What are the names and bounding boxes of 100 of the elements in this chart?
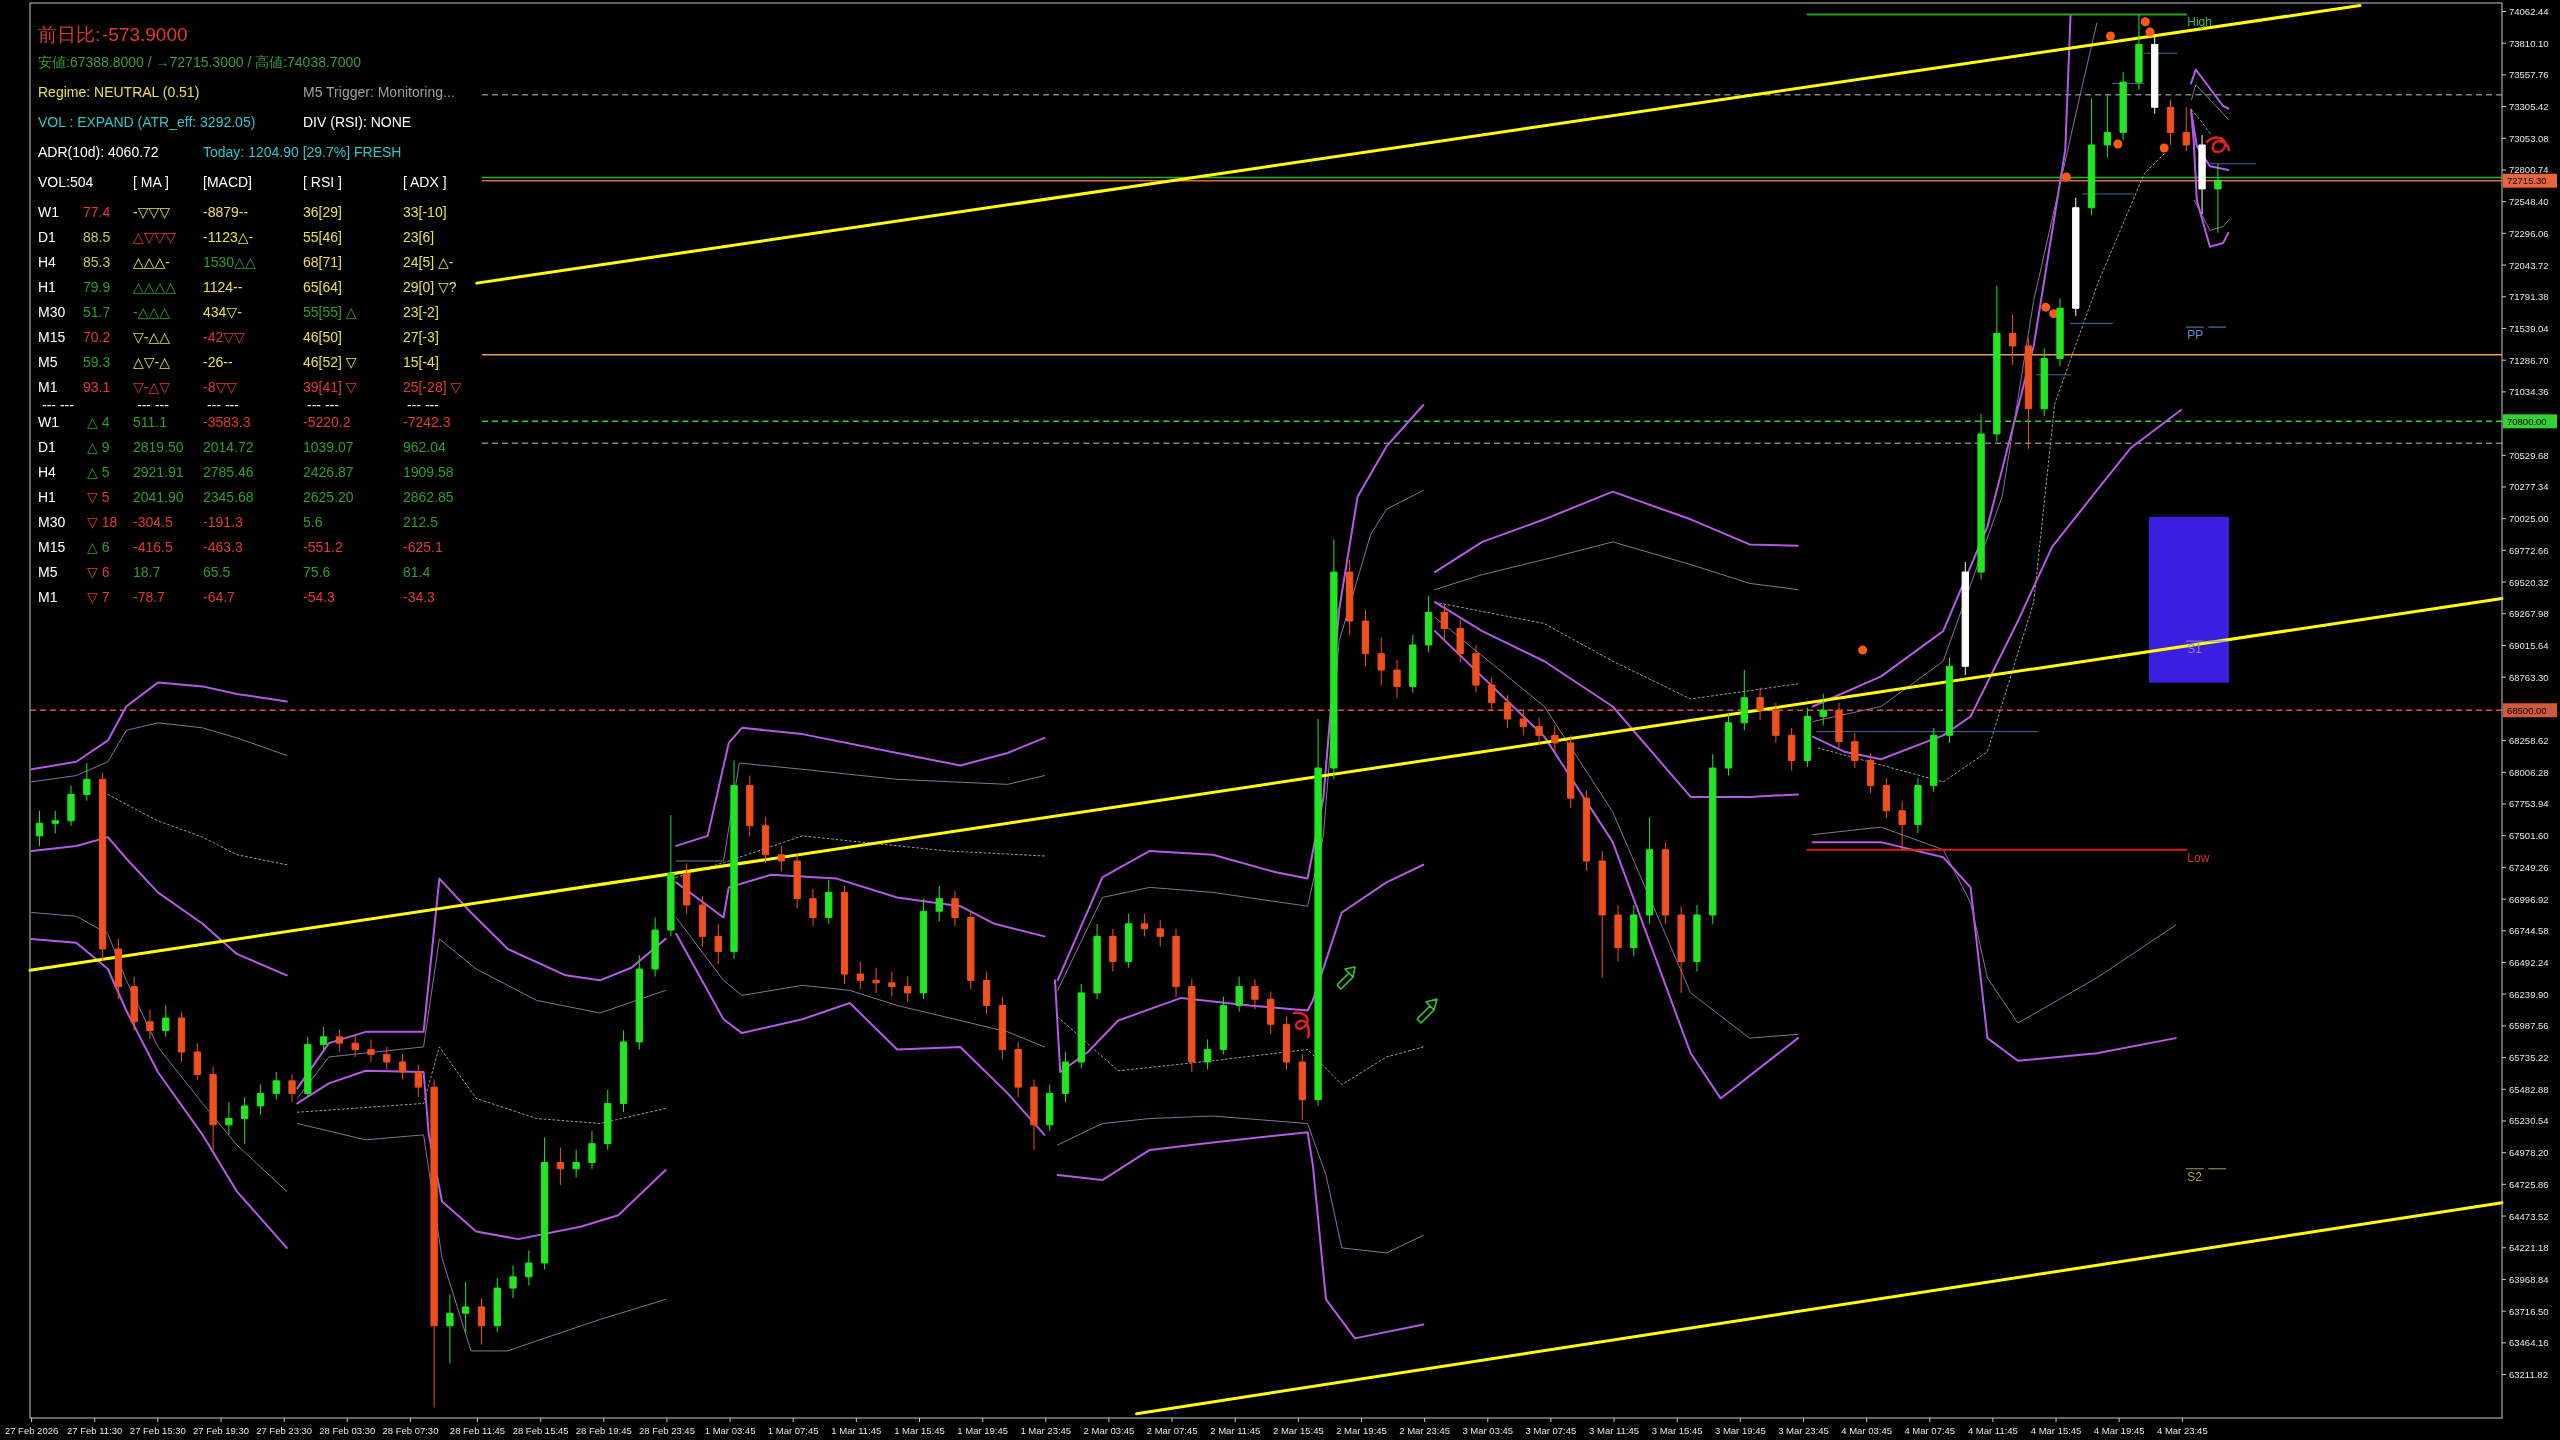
annotation: [ MA ] — [133, 174, 169, 190]
annotation: [MACD] — [203, 174, 252, 190]
y-tick-label: 66996.92 — [2509, 893, 2549, 905]
annotation: 2819.50 — [133, 439, 184, 455]
x-tick-label: 27 Feb 11:30 — [67, 1424, 123, 1436]
annotation: 75.6 — [303, 564, 331, 580]
annotation: 2345.68 — [203, 489, 254, 505]
annotation: △ 5 — [87, 464, 110, 480]
y-tick-label: 73557.76 — [2509, 69, 2549, 81]
annotation: 29[0] ▽? — [403, 279, 457, 295]
x-tick-label: 3 Mar 15:45 — [1651, 1424, 1703, 1436]
y-tick-label: 72548.40 — [2509, 196, 2549, 208]
annotation: 2014.72 — [203, 439, 254, 455]
x-tick-label: 2 Mar 11:45 — [1210, 1424, 1261, 1436]
y-tick-label: 65482.88 — [2509, 1083, 2549, 1095]
x-tick-label: 3 Mar 11:45 — [1589, 1424, 1640, 1436]
x-tick-label: 4 Mar 19:45 — [2093, 1424, 2145, 1436]
annotation: -△△△ — [133, 304, 171, 320]
x-tick-label: 4 Mar 23:45 — [2156, 1424, 2208, 1436]
annotation: VOL:504 — [38, 174, 94, 190]
annotation: --- --- — [407, 397, 440, 413]
x-tick-label: 2 Mar 15:45 — [1273, 1424, 1324, 1436]
y-tick-label: 73810.10 — [2509, 37, 2549, 49]
annotation: H4 — [38, 254, 57, 270]
y-tick-label: 69267.98 — [2509, 608, 2549, 620]
x-tick-label: 2 Mar 23:45 — [1399, 1424, 1450, 1436]
annotation: 15[-4] — [403, 354, 439, 370]
y-tick-label: 68258.62 — [2509, 735, 2549, 747]
annotation: -54.3 — [303, 589, 336, 605]
annotation: 23[6] — [403, 229, 435, 245]
y-tick-label: 63464.16 — [2509, 1337, 2549, 1349]
annotation: △▽-△ — [133, 354, 171, 370]
annotation: 1039.07 — [303, 439, 354, 455]
annotation: 27[-3] — [403, 329, 439, 345]
annotation: H1 — [38, 279, 57, 295]
annotation: -8▽▽ — [203, 379, 238, 395]
annotation: DIV (RSI): NONE — [303, 114, 412, 130]
annotation: 23[-2] — [403, 304, 439, 320]
annotation: -191.3 — [203, 514, 243, 530]
x-tick-label: 2 Mar 19:45 — [1336, 1424, 1387, 1436]
annotation: M1 — [38, 589, 58, 605]
x-tick-label: 28 Feb 19:45 — [575, 1424, 632, 1436]
annotation: △▽▽▽ — [133, 229, 177, 245]
y-tick-label: 67501.60 — [2509, 830, 2549, 842]
y-tick-label: 72043.72 — [2509, 259, 2549, 271]
annotation: --- --- — [307, 397, 340, 413]
annotation: High — [2187, 15, 2212, 30]
annotation: ADR(10d): 4060.72 — [38, 144, 159, 160]
annotation: 46[52] ▽ — [303, 354, 357, 370]
annotation: △ 9 — [87, 439, 110, 455]
annotation: Today: 1204.90 [29.7%] FRESH — [203, 144, 402, 160]
annotation: △ 6 — [87, 539, 110, 555]
annotation: M15 — [38, 539, 66, 555]
y-tick-label: 68763.30 — [2509, 671, 2549, 683]
ref-line-label: 70800.00 — [2507, 415, 2547, 427]
x-tick-label: 1 Mar 11:45 — [831, 1424, 882, 1436]
annotation: -26-- — [203, 354, 233, 370]
y-tick-label: 70529.68 — [2509, 449, 2549, 461]
y-tick-label: 74062.44 — [2509, 5, 2549, 17]
annotation: 2426.87 — [303, 464, 354, 480]
y-tick-label: 64725.86 — [2509, 1178, 2549, 1190]
annotation: 77.4 — [83, 204, 111, 220]
annotation: 1909.58 — [403, 464, 454, 480]
annotation: -573.9000 — [102, 23, 188, 45]
y-tick-label: 71791.38 — [2509, 291, 2549, 303]
annotation: 85.3 — [83, 254, 111, 270]
annotation: -▽▽▽ — [133, 204, 171, 220]
annotation: 前日比: — [38, 23, 101, 45]
annotation: -304.5 — [133, 514, 173, 530]
x-tick-label: 4 Mar 15:45 — [2030, 1424, 2082, 1436]
annotation: 24[5] △- — [403, 254, 454, 270]
annotation: 434▽- — [203, 304, 243, 320]
annotation: 212.5 — [403, 514, 439, 530]
y-tick-label: 67753.94 — [2509, 798, 2549, 810]
annotation: 1530△△ — [203, 254, 256, 270]
y-tick-label: 65987.56 — [2509, 1020, 2549, 1032]
annotation: M5 Trigger: Monitoring... — [303, 84, 455, 100]
annotation: 33[-10] — [403, 204, 447, 220]
y-tick-label: 70025.00 — [2509, 513, 2549, 525]
annotation: [ RSI ] — [303, 174, 342, 190]
annotation: 51.7 — [83, 304, 111, 320]
annotation: Low — [2187, 850, 2210, 865]
x-tick-label: 1 Mar 07:45 — [767, 1424, 819, 1436]
annotation: 25[-28] ▽ — [403, 379, 462, 395]
y-tick-label: 63211.82 — [2509, 1369, 2548, 1381]
annotation: -7242.3 — [403, 414, 451, 430]
annotation: -463.3 — [203, 539, 243, 555]
y-tick-label: 66239.90 — [2509, 988, 2549, 1000]
ref-line-label: 72715.30 — [2507, 175, 2547, 187]
y-tick-label: 69520.32 — [2509, 576, 2549, 588]
y-tick-label: 71539.04 — [2509, 322, 2549, 334]
y-tick-label: 72296.06 — [2509, 227, 2549, 239]
annotation: --- --- — [137, 397, 170, 413]
x-tick-label: 27 Feb 15:30 — [129, 1424, 186, 1436]
y-tick-label: 68006.28 — [2509, 766, 2549, 778]
annotation: -78.7 — [133, 589, 166, 605]
x-tick-label: 28 Feb 23:45 — [638, 1424, 695, 1436]
annotation: 2862.85 — [403, 489, 454, 505]
y-tick-label: 72800.74 — [2509, 164, 2549, 176]
x-tick-label: 4 Mar 03:45 — [1841, 1424, 1892, 1436]
